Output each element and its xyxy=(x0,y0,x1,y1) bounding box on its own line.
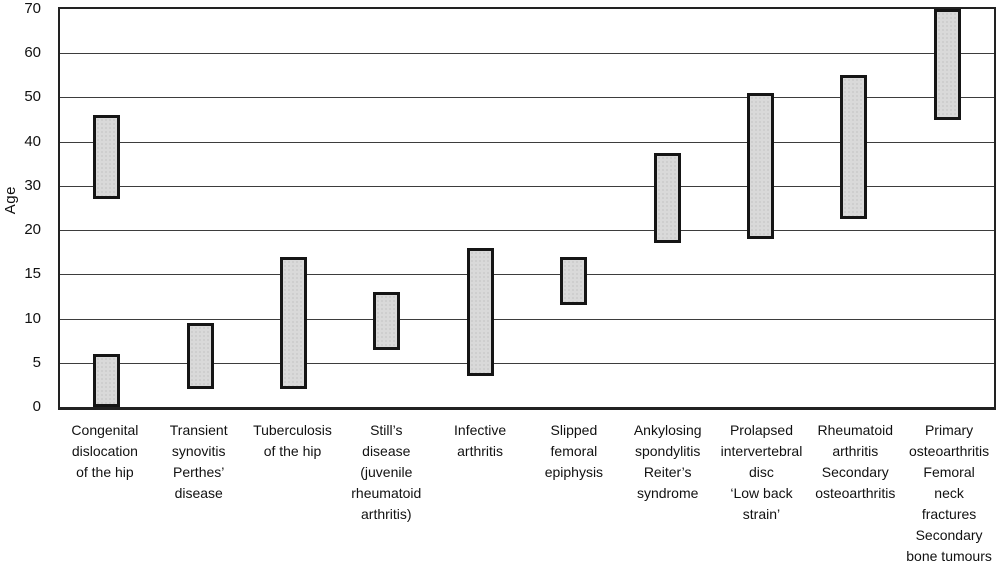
x-label-line: Tuberculosis xyxy=(253,422,332,438)
x-label-line: osteoarthritis xyxy=(908,443,990,459)
x-label-line: intervertebral xyxy=(720,443,803,459)
x-category-label-1: Congenital dislocation of the hip xyxy=(58,420,152,567)
gridline-50 xyxy=(60,97,994,99)
x-label-line: of the hip xyxy=(76,464,134,480)
range-bar-2 xyxy=(186,323,214,390)
x-label-line: of the hip xyxy=(263,443,322,459)
x-label-line: (juvenile xyxy=(360,464,413,480)
y-tick-label-30: 30 xyxy=(24,176,41,194)
x-label-line: Femoral xyxy=(923,464,975,480)
range-bar-8 xyxy=(747,93,774,239)
x-label-line: ‘Low back xyxy=(730,485,793,501)
y-tick-label-0: 0 xyxy=(32,398,41,415)
y-tick-label-10: 10 xyxy=(24,309,41,327)
x-label-line: spondylitis xyxy=(634,443,701,459)
x-category-label-3: Tuberculosis of the hip xyxy=(246,420,340,567)
gridline-15 xyxy=(60,274,994,276)
x-label-line: Still’s xyxy=(370,422,403,438)
x-label-line: Prolapsed xyxy=(729,422,793,438)
x-category-label-4: Still’s disease (juvenile rheumatoid arthrit… xyxy=(339,420,433,567)
gridline-60 xyxy=(60,53,994,55)
gridline-10 xyxy=(60,318,994,320)
gridline-30 xyxy=(60,185,994,187)
x-label-line: disease xyxy=(174,485,223,501)
range-bar-10 xyxy=(933,9,961,120)
y-tick-label-70: 70 xyxy=(24,0,41,17)
x-label-line: fractures xyxy=(921,506,977,522)
gridline-5 xyxy=(60,362,994,364)
x-label-line: synovitis xyxy=(171,443,226,459)
x-category-label-7: Ankylosing spondylitis Reiter’s syndrome xyxy=(621,420,715,567)
x-label-line: bone tumours xyxy=(906,548,992,564)
y-tick-label-60: 60 xyxy=(24,44,41,62)
y-tick-label-40: 40 xyxy=(24,132,41,150)
x-label-line: neck xyxy=(934,485,964,501)
x-label-line: Primary xyxy=(924,422,974,438)
x-category-label-10: Primary osteoarthritis Femoral neck fracture… xyxy=(902,420,996,567)
x-label-line: Slipped xyxy=(550,422,598,438)
range-bar-1-2 xyxy=(93,353,121,407)
y-tick-label-15: 15 xyxy=(24,265,41,283)
range-bar-9 xyxy=(840,75,868,219)
gridline-20 xyxy=(60,230,994,232)
x-category-label-9: Rheumatoid arthritis Secondary osteoarthrit… xyxy=(808,420,902,567)
x-label-line: Secondary xyxy=(915,527,983,543)
x-label-line: Rheumatoid xyxy=(817,422,894,438)
y-tick-label-50: 50 xyxy=(24,88,41,106)
x-category-label-5: Infective arthritis xyxy=(433,420,527,567)
x-label-line: rheumatoid xyxy=(351,485,422,501)
x-label-line: arthritis) xyxy=(361,506,412,522)
x-label-line: syndrome xyxy=(636,485,699,501)
x-label-line: epiphysis xyxy=(544,464,604,480)
x-label-line: femoral xyxy=(550,443,598,459)
x-axis-labels: Congenital dislocation of the hip Transient… xyxy=(58,420,996,567)
x-label-line: Reiter’s xyxy=(643,464,692,480)
x-category-label-2: Transient synovitis Perthes’ disease xyxy=(152,420,246,567)
y-tick-label-5: 5 xyxy=(32,353,41,371)
range-bar-1-1 xyxy=(93,115,121,200)
x-label-line: arthritis xyxy=(457,443,504,459)
x-label-line: dislocation xyxy=(71,443,138,459)
range-bar-5 xyxy=(466,247,494,376)
x-label-line: Transient xyxy=(169,422,228,438)
x-label-line: osteoarthritis xyxy=(815,485,896,501)
x-label-line: disease xyxy=(362,443,411,459)
y-axis-ticks: 0 5 10 15 20 30 40 50 60 70 xyxy=(0,0,50,415)
x-label-line: Infective xyxy=(454,422,507,438)
x-label-line: arthritis xyxy=(832,443,879,459)
range-bar-6 xyxy=(560,256,588,306)
x-label-line: Perthes’ xyxy=(173,464,225,480)
x-label-line: strain’ xyxy=(742,506,781,522)
plot-area xyxy=(58,7,996,410)
x-category-label-6: Slipped femoral epiphysis xyxy=(527,420,621,567)
gridline-40 xyxy=(60,141,994,143)
x-label-line: disc xyxy=(749,464,774,480)
x-label-line: Secondary xyxy=(821,464,889,480)
range-bar-7 xyxy=(653,152,681,244)
y-tick-label-20: 20 xyxy=(24,221,41,239)
x-label-line: Congenital xyxy=(71,422,139,438)
range-bar-4 xyxy=(373,292,401,350)
x-label-line: Ankylosing xyxy=(633,422,702,438)
range-bar-3 xyxy=(280,256,307,390)
x-category-label-8: Prolapsed intervertebral disc ‘Low back stra… xyxy=(715,420,809,567)
